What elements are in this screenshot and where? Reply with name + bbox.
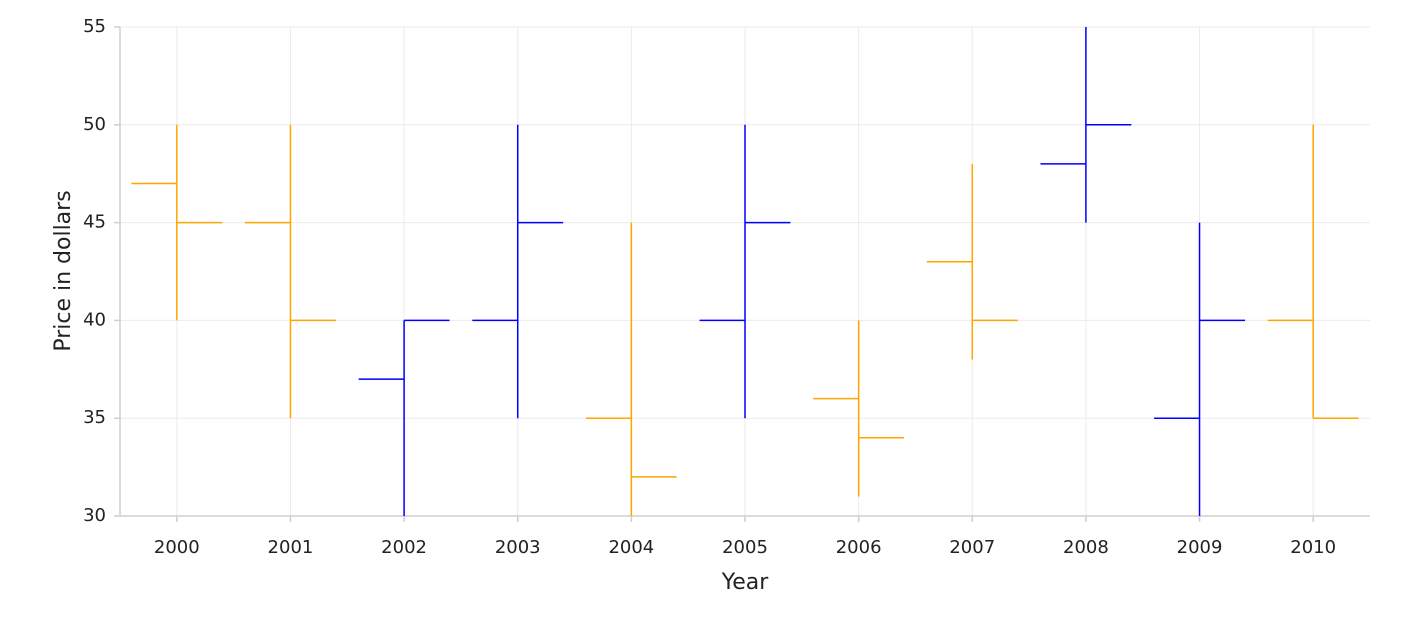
y-tick-label: 55: [83, 16, 106, 37]
x-tick-label: 2009: [1177, 537, 1223, 558]
y-tick-label: 45: [83, 212, 106, 233]
x-tick-label: 2001: [268, 537, 314, 558]
x-tick-label: 2005: [722, 537, 768, 558]
x-tick-label: 2007: [949, 537, 995, 558]
x-tick-label: 2004: [608, 537, 654, 558]
y-tick-label: 50: [83, 114, 106, 135]
x-tick-label: 2002: [381, 537, 427, 558]
x-tick-label: 2006: [836, 537, 882, 558]
x-tick-label: 2000: [154, 537, 200, 558]
y-tick-label: 35: [83, 407, 106, 428]
x-tick-label: 2010: [1290, 537, 1336, 558]
y-tick-label: 40: [83, 309, 106, 330]
x-axis-title: Year: [721, 570, 770, 595]
x-tick-label: 2008: [1063, 537, 1109, 558]
x-tick-label: 2003: [495, 537, 541, 558]
y-axis-title: Price in dollars: [51, 190, 76, 351]
y-tick-label: 30: [83, 505, 106, 526]
